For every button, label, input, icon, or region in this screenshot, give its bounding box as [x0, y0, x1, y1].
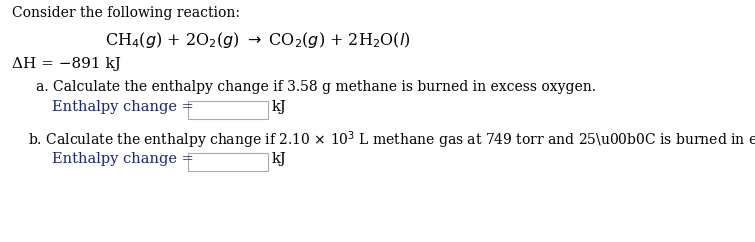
Text: b. Calculate the enthalpy change if 2.10 $\times$ 10$^3$ L methane gas at 749 to: b. Calculate the enthalpy change if 2.10… [28, 129, 755, 151]
FancyBboxPatch shape [188, 101, 268, 119]
Text: CH$_4$($g$) + 2O$_2$($g$) $\rightarrow$ CO$_2$($g$) + 2H$_2$O($l$): CH$_4$($g$) + 2O$_2$($g$) $\rightarrow$ … [105, 30, 411, 50]
Text: Enthalpy change =: Enthalpy change = [52, 152, 194, 166]
Text: kJ: kJ [272, 100, 287, 114]
Text: a. Calculate the enthalpy change if 3.58 g methane is burned in excess oxygen.: a. Calculate the enthalpy change if 3.58… [36, 80, 596, 94]
Text: Consider the following reaction:: Consider the following reaction: [12, 6, 240, 20]
Text: ΔH = −891 kJ: ΔH = −891 kJ [12, 57, 121, 71]
Text: kJ: kJ [272, 152, 287, 166]
Text: Enthalpy change =: Enthalpy change = [52, 100, 194, 114]
FancyBboxPatch shape [188, 153, 268, 171]
